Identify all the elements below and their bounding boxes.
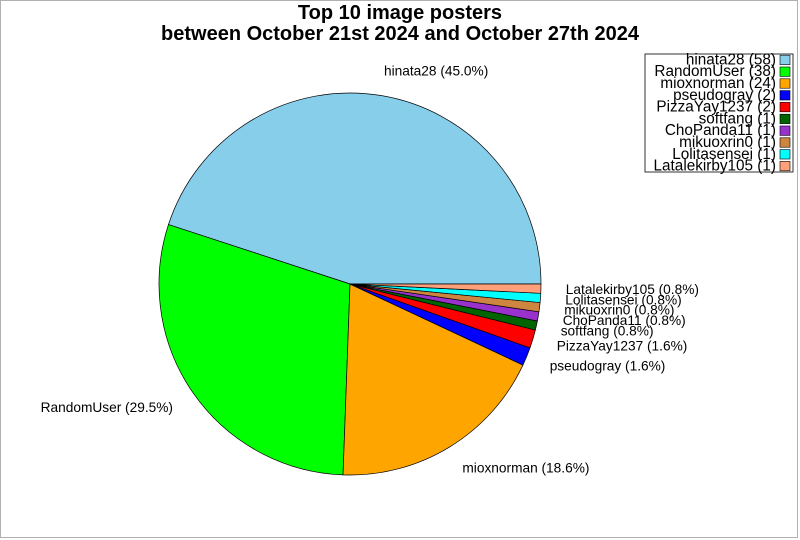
svg-text:hinata28 (45.0%): hinata28 (45.0%): [384, 63, 488, 78]
svg-text:PizzaYay1237 (1.6%): PizzaYay1237 (1.6%): [557, 339, 688, 354]
svg-text:mioxnorman (18.6%): mioxnorman (18.6%): [462, 461, 589, 476]
svg-text:Latalekirby105 (1): Latalekirby105 (1): [654, 158, 776, 175]
svg-text:Latalekirby105 (0.8%): Latalekirby105 (0.8%): [566, 282, 699, 297]
svg-text:pseudogray (1.6%): pseudogray (1.6%): [550, 359, 666, 374]
svg-text:RandomUser (29.5%): RandomUser (29.5%): [41, 400, 173, 415]
